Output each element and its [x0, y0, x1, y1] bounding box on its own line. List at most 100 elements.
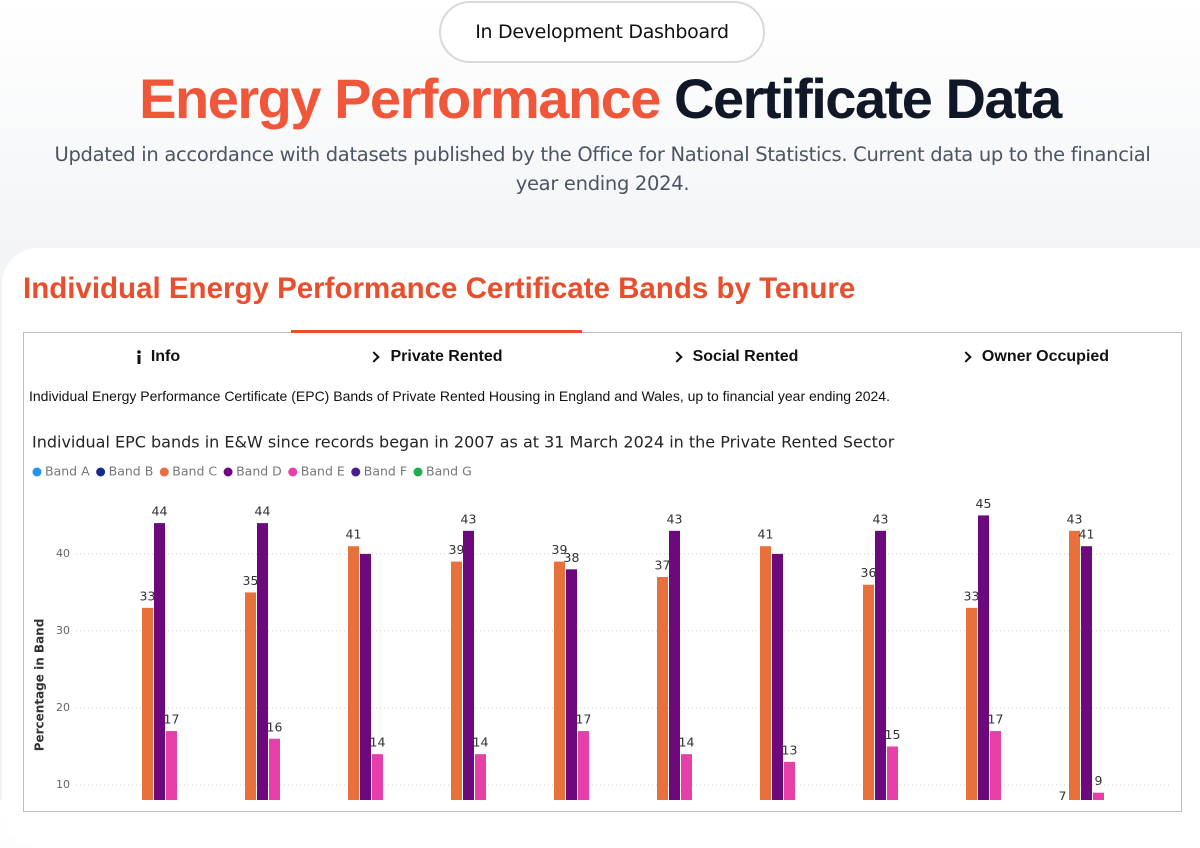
bar [463, 530, 474, 800]
data-label: 43 [873, 511, 889, 526]
tab[interactable]: Info [24, 333, 291, 381]
data-label: 38 [564, 550, 580, 565]
bar [875, 530, 886, 800]
bar [348, 546, 359, 800]
tab-label: Owner Occupied [981, 348, 1110, 365]
data-label: 7 [1059, 789, 1067, 800]
section-title: Individual Energy Performance Certificat… [23, 272, 856, 305]
data-label: 17 [576, 712, 592, 727]
legend-label: Band A [45, 464, 90, 479]
legend-label: Band G [426, 464, 472, 479]
bar [784, 761, 795, 800]
data-label: 43 [667, 511, 683, 526]
bar [990, 731, 1001, 800]
y-axis-title: Percentage in Band [33, 619, 47, 752]
y-tick-label: 40 [56, 547, 70, 560]
legend-label: Band B [109, 464, 154, 479]
y-tick-label: 20 [56, 701, 70, 714]
bar [887, 746, 898, 800]
description: Individual Energy Performance Certificat… [29, 388, 890, 404]
data-label: 44 [255, 504, 271, 519]
legend-label: Band D [236, 464, 282, 479]
legend-swatch [32, 467, 42, 477]
tab-label: Private Rented [390, 348, 503, 365]
tab-label: Info [150, 348, 181, 365]
data-label: 14 [679, 735, 695, 750]
bar [142, 607, 153, 800]
legend-swatch [159, 467, 169, 477]
bar [863, 584, 874, 800]
bar [166, 731, 177, 800]
data-label: 43 [1067, 511, 1083, 526]
title-rest: Certificate Data [674, 67, 1062, 130]
bar [451, 561, 462, 800]
legend-label: Band C [172, 464, 217, 479]
bar [978, 515, 989, 800]
bar [578, 731, 589, 800]
data-label: 45 [976, 496, 992, 511]
data-label: 17 [164, 712, 180, 727]
data-label: 33 [140, 588, 156, 603]
data-label: 39 [449, 542, 465, 557]
info-icon [137, 350, 141, 364]
bar [372, 754, 383, 800]
data-label: 44 [152, 504, 168, 519]
data-label: 37 [655, 558, 671, 573]
bar [1093, 792, 1104, 800]
bar [554, 561, 565, 800]
legend-swatch [96, 467, 106, 477]
bar [1081, 546, 1092, 800]
bar [360, 553, 371, 800]
chart: Individual EPC bands in E&W since record… [32, 433, 1170, 800]
bar [269, 738, 280, 800]
legend-label: Band E [301, 464, 345, 479]
bar [669, 530, 680, 800]
title-highlight: Energy Performance [139, 67, 661, 130]
data-label: 14 [370, 735, 386, 750]
chevron [670, 351, 683, 363]
page-title: Energy Performance Certificate Data [0, 66, 1200, 131]
dashboard-badge[interactable]: In Development Dashboard [439, 1, 765, 63]
tab[interactable]: Owner Occupied [889, 333, 1182, 381]
bar [257, 523, 268, 800]
data-label: 41 [1079, 527, 1095, 542]
data-label: 39 [552, 542, 568, 557]
data-label: 9 [1095, 773, 1103, 788]
legend-swatch [413, 467, 423, 477]
page: {"header": {"badge": "In Development Das… [0, 0, 1200, 812]
legend-swatch [223, 467, 233, 477]
subtitle: Updated in accordance with datasets publ… [54, 143, 1151, 195]
data-label: 41 [758, 527, 774, 542]
tab-label: Social Rented [692, 348, 799, 365]
tab[interactable]: Private Rented [291, 330, 582, 381]
bar [657, 577, 668, 800]
data-label: 36 [861, 565, 877, 580]
data-label: 33 [964, 588, 980, 603]
legend-swatch [351, 467, 361, 477]
bar [681, 754, 692, 800]
bar [245, 592, 256, 800]
legend-swatch [288, 467, 298, 477]
chevron [960, 351, 972, 363]
data-label: 43 [461, 511, 477, 526]
tab[interactable]: Social Rented [582, 333, 889, 381]
data-label: 14 [473, 735, 489, 750]
bar [966, 607, 977, 800]
bar [566, 569, 577, 800]
data-label: 13 [782, 742, 798, 757]
chevron [368, 351, 381, 363]
bar [1069, 530, 1080, 800]
data-label: 16 [267, 719, 283, 734]
y-tick-label: 10 [56, 778, 70, 791]
chart-title: Individual EPC bands in E&W since record… [32, 433, 895, 452]
bar [772, 553, 783, 800]
bar [154, 523, 165, 800]
data-label: 15 [885, 727, 901, 742]
data-label: 41 [346, 527, 362, 542]
data-label: 17 [988, 712, 1004, 727]
bar [760, 546, 771, 800]
data-label: 35 [243, 573, 259, 588]
y-tick-label: 30 [56, 624, 70, 637]
bar [475, 754, 486, 800]
legend-label: Band F [364, 464, 407, 479]
